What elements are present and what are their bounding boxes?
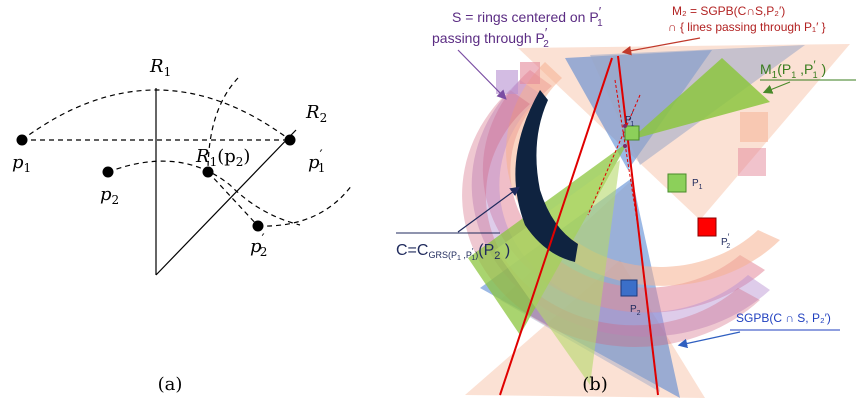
ring-end-2	[520, 62, 540, 84]
green-wedge-top	[630, 58, 770, 140]
annotation-s-line2: passing through P′ 2	[432, 25, 549, 50]
annotation-s-line1: S = rings centered on P′ 1	[452, 4, 603, 29]
label-r1: R1	[149, 56, 171, 79]
point-p2	[102, 166, 114, 178]
point-p2prime	[252, 220, 264, 232]
label-b-p1prime: P′ 1	[625, 110, 634, 128]
diagonal-line	[155, 129, 297, 276]
point-p1	[16, 134, 28, 146]
point-r1p2	[202, 166, 214, 178]
panel-b: P′ 1 P1 P′ 2 P2 S = rings centered on P′ 1 …	[396, 4, 856, 398]
dot-p1prime-b	[623, 144, 627, 148]
label-b-p1: P1	[692, 178, 703, 191]
red-line-1	[499, 57, 613, 396]
red-dashed-1	[587, 94, 641, 216]
rings-s	[462, 62, 780, 347]
annotation-m1: M1(P1 ,P′ 1 )	[760, 58, 826, 81]
square-p1prime	[624, 125, 640, 141]
green-wedge-lower	[495, 160, 620, 385]
dashed-arc-lower	[107, 160, 301, 226]
square-p2prime	[697, 217, 717, 237]
annotation-c: C=CGRS(P1 ,P′ 1)(P2 )	[396, 242, 510, 262]
label-p1: p1	[12, 152, 31, 175]
arrow-sgpb	[677, 331, 741, 349]
label-p2: p2	[100, 184, 119, 207]
dashed-arc-small	[207, 77, 239, 173]
arrow-m2	[621, 37, 701, 56]
ring-2	[471, 80, 770, 337]
annotation-sgpb: SGPB(C ∩ S, P₂′)	[736, 311, 831, 325]
square-p1	[667, 173, 687, 193]
dot-p1prime-a	[623, 124, 627, 128]
annotation-m2-line2: ∩ { lines passing through P₁′ }	[668, 20, 826, 34]
ring-end-3	[740, 112, 768, 142]
dashed-connector	[207, 171, 259, 227]
ring-1	[482, 70, 765, 313]
arrow-m1	[762, 81, 791, 94]
dashed-arc-right	[257, 184, 353, 227]
panel-a: R1 R2 p1 p2 R1(p2) p′ 1 p′ 2 (a)	[12, 56, 353, 395]
label-r2: R2	[305, 102, 327, 125]
label-b-p2prime: P′ 2	[721, 232, 730, 250]
ring-4	[462, 90, 760, 347]
dashed-arc-upper	[21, 89, 291, 141]
ring-3	[506, 62, 780, 286]
label-r1-of-p2: R1(p2)	[195, 146, 250, 169]
caption-a: (a)	[158, 374, 183, 395]
annotation-m2-line1: M₂ = SGPB(C∩S,P₂′)	[672, 4, 785, 18]
label-p2prime: p′ 2	[250, 232, 267, 259]
label-p1prime: p′ 1	[308, 148, 325, 175]
label-b-p2: P2	[630, 304, 641, 317]
point-p1prime	[284, 134, 296, 146]
square-p2	[620, 279, 638, 297]
crescent-c	[515, 90, 578, 262]
red-dashed-2	[614, 79, 641, 241]
ring-end-1	[496, 70, 518, 94]
ring-end-4	[738, 148, 766, 176]
arrow-s	[457, 49, 507, 100]
caption-b: (b)	[582, 374, 608, 395]
arrow-c	[457, 186, 520, 233]
